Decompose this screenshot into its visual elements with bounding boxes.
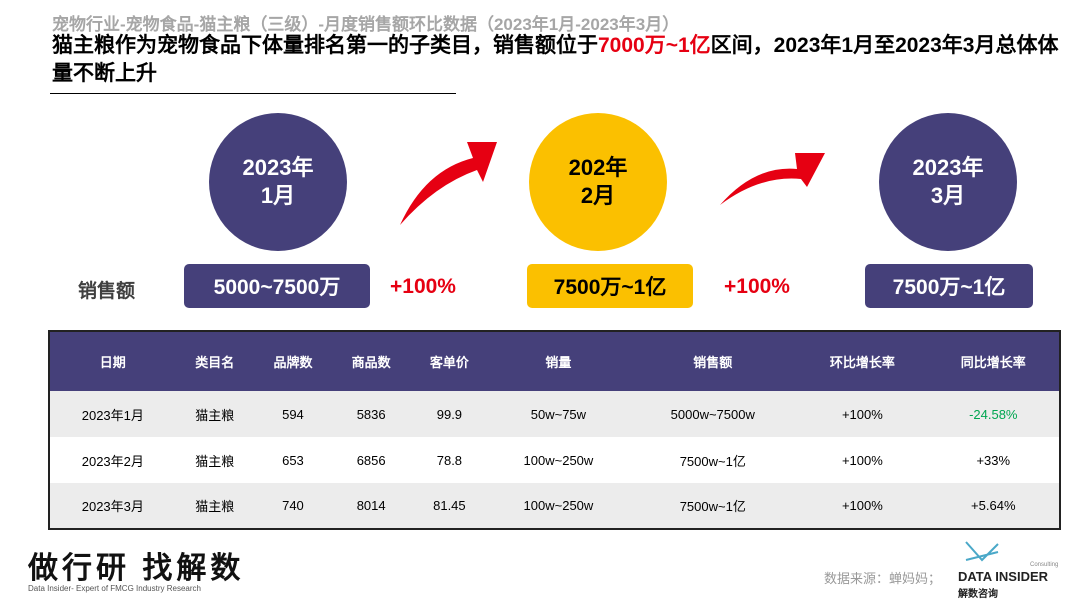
data-insider-logo: Consulting DATA INSIDER 解数咨询 bbox=[958, 540, 1068, 600]
cell: +5.64% bbox=[927, 483, 1060, 529]
month-year: 202年 bbox=[568, 155, 628, 180]
month-year: 2023年 bbox=[912, 155, 984, 180]
table-header: 日期 类目名 品牌数 商品数 客单价 销量 销售额 环比增长率 同比增长率 bbox=[49, 331, 1060, 391]
cell: 740 bbox=[253, 483, 333, 529]
cell: 653 bbox=[282, 452, 304, 468]
cell: 猫主粮 bbox=[175, 391, 254, 437]
month-circle-1: 2023年 1月 bbox=[209, 113, 347, 251]
cell: 81.45 bbox=[410, 483, 489, 529]
col-header: 类目名 bbox=[175, 331, 254, 391]
cell: 2023年2月 bbox=[81, 453, 144, 469]
month-circle-2: 202年 2月 bbox=[529, 113, 667, 251]
cell: 99.9 bbox=[410, 391, 489, 437]
tagline: Data Insider- Expert of FMCG Industry Re… bbox=[28, 584, 201, 593]
cell: 8014 bbox=[332, 483, 411, 529]
divider bbox=[50, 93, 456, 94]
col-header: 日期 bbox=[49, 331, 176, 391]
month-label: 1月 bbox=[260, 183, 296, 208]
month-circle-3: 2023年 3月 bbox=[879, 113, 1017, 251]
logo-consulting: Consulting bbox=[1030, 562, 1059, 568]
cell: 猫主粮 bbox=[175, 483, 254, 529]
col-header: 环比增长率 bbox=[797, 331, 928, 391]
col-header: 销售额 bbox=[628, 331, 798, 391]
headline-part2: 区间，2023年1月至2023年3月总体体量不断上升 bbox=[52, 34, 1059, 85]
sales-pill-2: 7500万~1亿 bbox=[527, 264, 693, 308]
cell: +100% bbox=[797, 391, 928, 437]
logo-sub: 解数咨询 bbox=[958, 589, 998, 600]
headline: 猫主粮作为宠物食品下体量排名第一的子类目，销售额位于7000万~1亿区间，202… bbox=[52, 32, 1062, 88]
cell: 78.8 bbox=[436, 452, 463, 468]
cell: 6856 bbox=[356, 452, 386, 468]
subtitle: 宠物行业-宠物食品-猫主粮（三级）-月度销售额环比数据（2023年1月-2023… bbox=[52, 15, 680, 34]
cell: 594 bbox=[253, 391, 333, 437]
cell: -24.58% bbox=[927, 391, 1060, 437]
data-source: 数据来源：蝉妈妈； bbox=[824, 571, 942, 586]
table-row: 2023年3月 猫主粮 740 8014 81.45 100w~250w 7500w~1亿 +… bbox=[49, 483, 1060, 529]
growth-1: +100% bbox=[390, 275, 456, 298]
cell: 5836 bbox=[332, 391, 411, 437]
col-header: 客单价 bbox=[410, 331, 489, 391]
cell: 100w~250w bbox=[523, 452, 594, 468]
col-header: 同比增长率 bbox=[927, 331, 1060, 391]
growth-2: +100% bbox=[724, 275, 790, 298]
cell: 100w~250w bbox=[488, 483, 629, 529]
sales-pill-3: 7500万~1亿 bbox=[865, 264, 1033, 308]
cell: 猫主粮 bbox=[195, 453, 235, 469]
logo-name: DATA INSIDER bbox=[958, 569, 1049, 584]
cell: 7500w~1亿 bbox=[679, 453, 746, 469]
cell: 2023年1月 bbox=[49, 391, 176, 437]
sales-table: 日期 类目名 品牌数 商品数 客单价 销量 销售额 环比增长率 同比增长率 2023年1月 猫主粮… bbox=[48, 330, 1061, 530]
logo-mark-icon bbox=[965, 541, 999, 562]
sales-label: 销售额 bbox=[78, 281, 136, 302]
cell: +100% bbox=[797, 483, 928, 529]
col-header: 品牌数 bbox=[253, 331, 333, 391]
table-row: 2023年1月 猫主粮 594 5836 99.9 50w~75w 5000w~7500w +… bbox=[49, 391, 1060, 437]
headline-part1: 猫主粮作为宠物食品下体量排名第一的子类目，销售额位于 bbox=[52, 34, 598, 57]
month-label: 2月 bbox=[580, 183, 616, 208]
col-header: 商品数 bbox=[332, 331, 411, 391]
cell: 5000w~7500w bbox=[628, 391, 798, 437]
headline-highlight: 7000万~1亿 bbox=[598, 34, 711, 57]
month-year: 2023年 bbox=[242, 155, 314, 180]
arrow-up-right-icon bbox=[720, 153, 825, 205]
slogan: 做行研 找解数 bbox=[28, 552, 245, 585]
cell: 2023年3月 bbox=[49, 483, 176, 529]
cell: 7500w~1亿 bbox=[628, 483, 798, 529]
sales-pill-1: 5000~7500万 bbox=[184, 264, 370, 308]
month-label: 3月 bbox=[930, 183, 966, 208]
cell: 50w~75w bbox=[488, 391, 629, 437]
col-header: 销量 bbox=[488, 331, 629, 391]
table-row: 2023年2月 猫主粮 653 6856 78.8 100w~250w 7500w~1亿 +1… bbox=[49, 437, 1060, 483]
arrow-up-right-icon bbox=[400, 142, 497, 225]
cell: +100% bbox=[841, 452, 883, 468]
cell: +33% bbox=[976, 452, 1011, 468]
